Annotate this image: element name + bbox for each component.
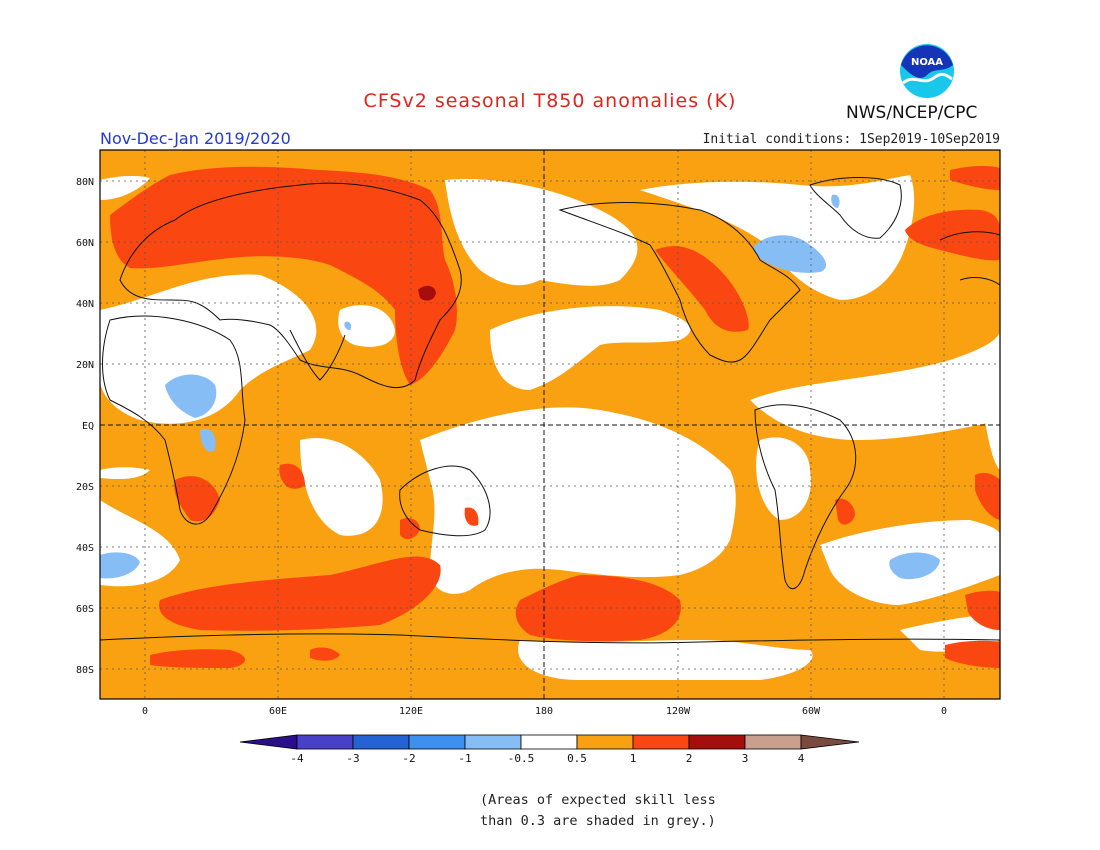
latitude-labels: 80N 60N 40N 20N EQ 20S 40S 60S 80S — [76, 177, 94, 676]
noaa-logo: NOAA — [900, 44, 954, 98]
lat-label: 40S — [76, 543, 94, 554]
anomaly-shading-blue — [100, 194, 940, 580]
reference-lines — [100, 150, 1000, 699]
colorbar-arrow-high — [800, 734, 860, 750]
colorbar-swatch — [464, 734, 522, 750]
colorbar-label: 0.5 — [567, 752, 587, 765]
map-frame — [99, 149, 1001, 700]
colorbar-label: 3 — [742, 752, 749, 765]
agency-label: NWS/NCEP/CPC — [846, 103, 978, 123]
initial-conditions: Initial conditions: 1Sep2019-10Sep2019 — [702, 132, 1000, 147]
noaa-logo-wave — [902, 72, 953, 85]
lat-label: EQ — [82, 421, 94, 432]
colorbar-swatch — [352, 734, 410, 750]
lon-label: 0 — [941, 706, 947, 717]
colorbar-arrow-low — [239, 734, 298, 750]
lon-label: 60W — [802, 706, 821, 717]
colorbar-label: -3 — [346, 752, 359, 765]
lat-label: 80N — [76, 177, 94, 188]
lat-label: 80S — [76, 665, 94, 676]
colorbar-label: -4 — [290, 752, 304, 765]
colorbar-swatch — [688, 734, 746, 750]
colorbar: -4 -3 -2 -1 -0.5 0.5 1 2 3 4 — [239, 734, 860, 765]
coastlines — [100, 177, 1000, 644]
lat-label: 20S — [76, 482, 94, 493]
lon-label: 60E — [269, 706, 287, 717]
lon-label: 120W — [666, 706, 691, 717]
gridlines — [100, 150, 1000, 699]
noaa-logo-text: NOAA — [911, 57, 943, 68]
lon-label: 0 — [142, 706, 148, 717]
lon-label: 180 — [535, 706, 553, 717]
colorbar-label: -2 — [402, 752, 415, 765]
colorbar-swatch — [576, 734, 634, 750]
skill-note-line: than 0.3 are shaded in grey.) — [480, 813, 716, 829]
longitude-labels: 0 60E 120E 180 120W 60W 0 — [142, 706, 947, 717]
lon-label: 120E — [399, 706, 423, 717]
colorbar-label: 4 — [798, 752, 805, 765]
skill-note-line: (Areas of expected skill less — [480, 792, 716, 808]
forecast-period: Nov-Dec-Jan 2019/2020 — [100, 129, 291, 148]
map-title: CFSv2 seasonal T850 anomalies (K) — [363, 90, 737, 112]
lat-label: 60S — [76, 604, 94, 615]
colorbar-label: 2 — [686, 752, 693, 765]
lat-label: 40N — [76, 299, 94, 310]
skill-note: (Areas of expected skill less than 0.3 a… — [480, 790, 716, 832]
colorbar-swatch — [632, 734, 690, 750]
noaa-logo-sky — [901, 45, 953, 78]
colorbar-label: -1 — [458, 752, 471, 765]
anomaly-shading-darkred — [418, 285, 436, 301]
colorbar-label: -0.5 — [508, 752, 535, 765]
colorbar-label: 1 — [630, 752, 637, 765]
lat-label: 20N — [76, 360, 94, 371]
colorbar-swatch — [744, 734, 802, 750]
colorbar-swatch — [296, 734, 354, 750]
colorbar-swatch — [520, 734, 578, 750]
colorbar-swatch — [408, 734, 466, 750]
lat-label: 60N — [76, 238, 94, 249]
